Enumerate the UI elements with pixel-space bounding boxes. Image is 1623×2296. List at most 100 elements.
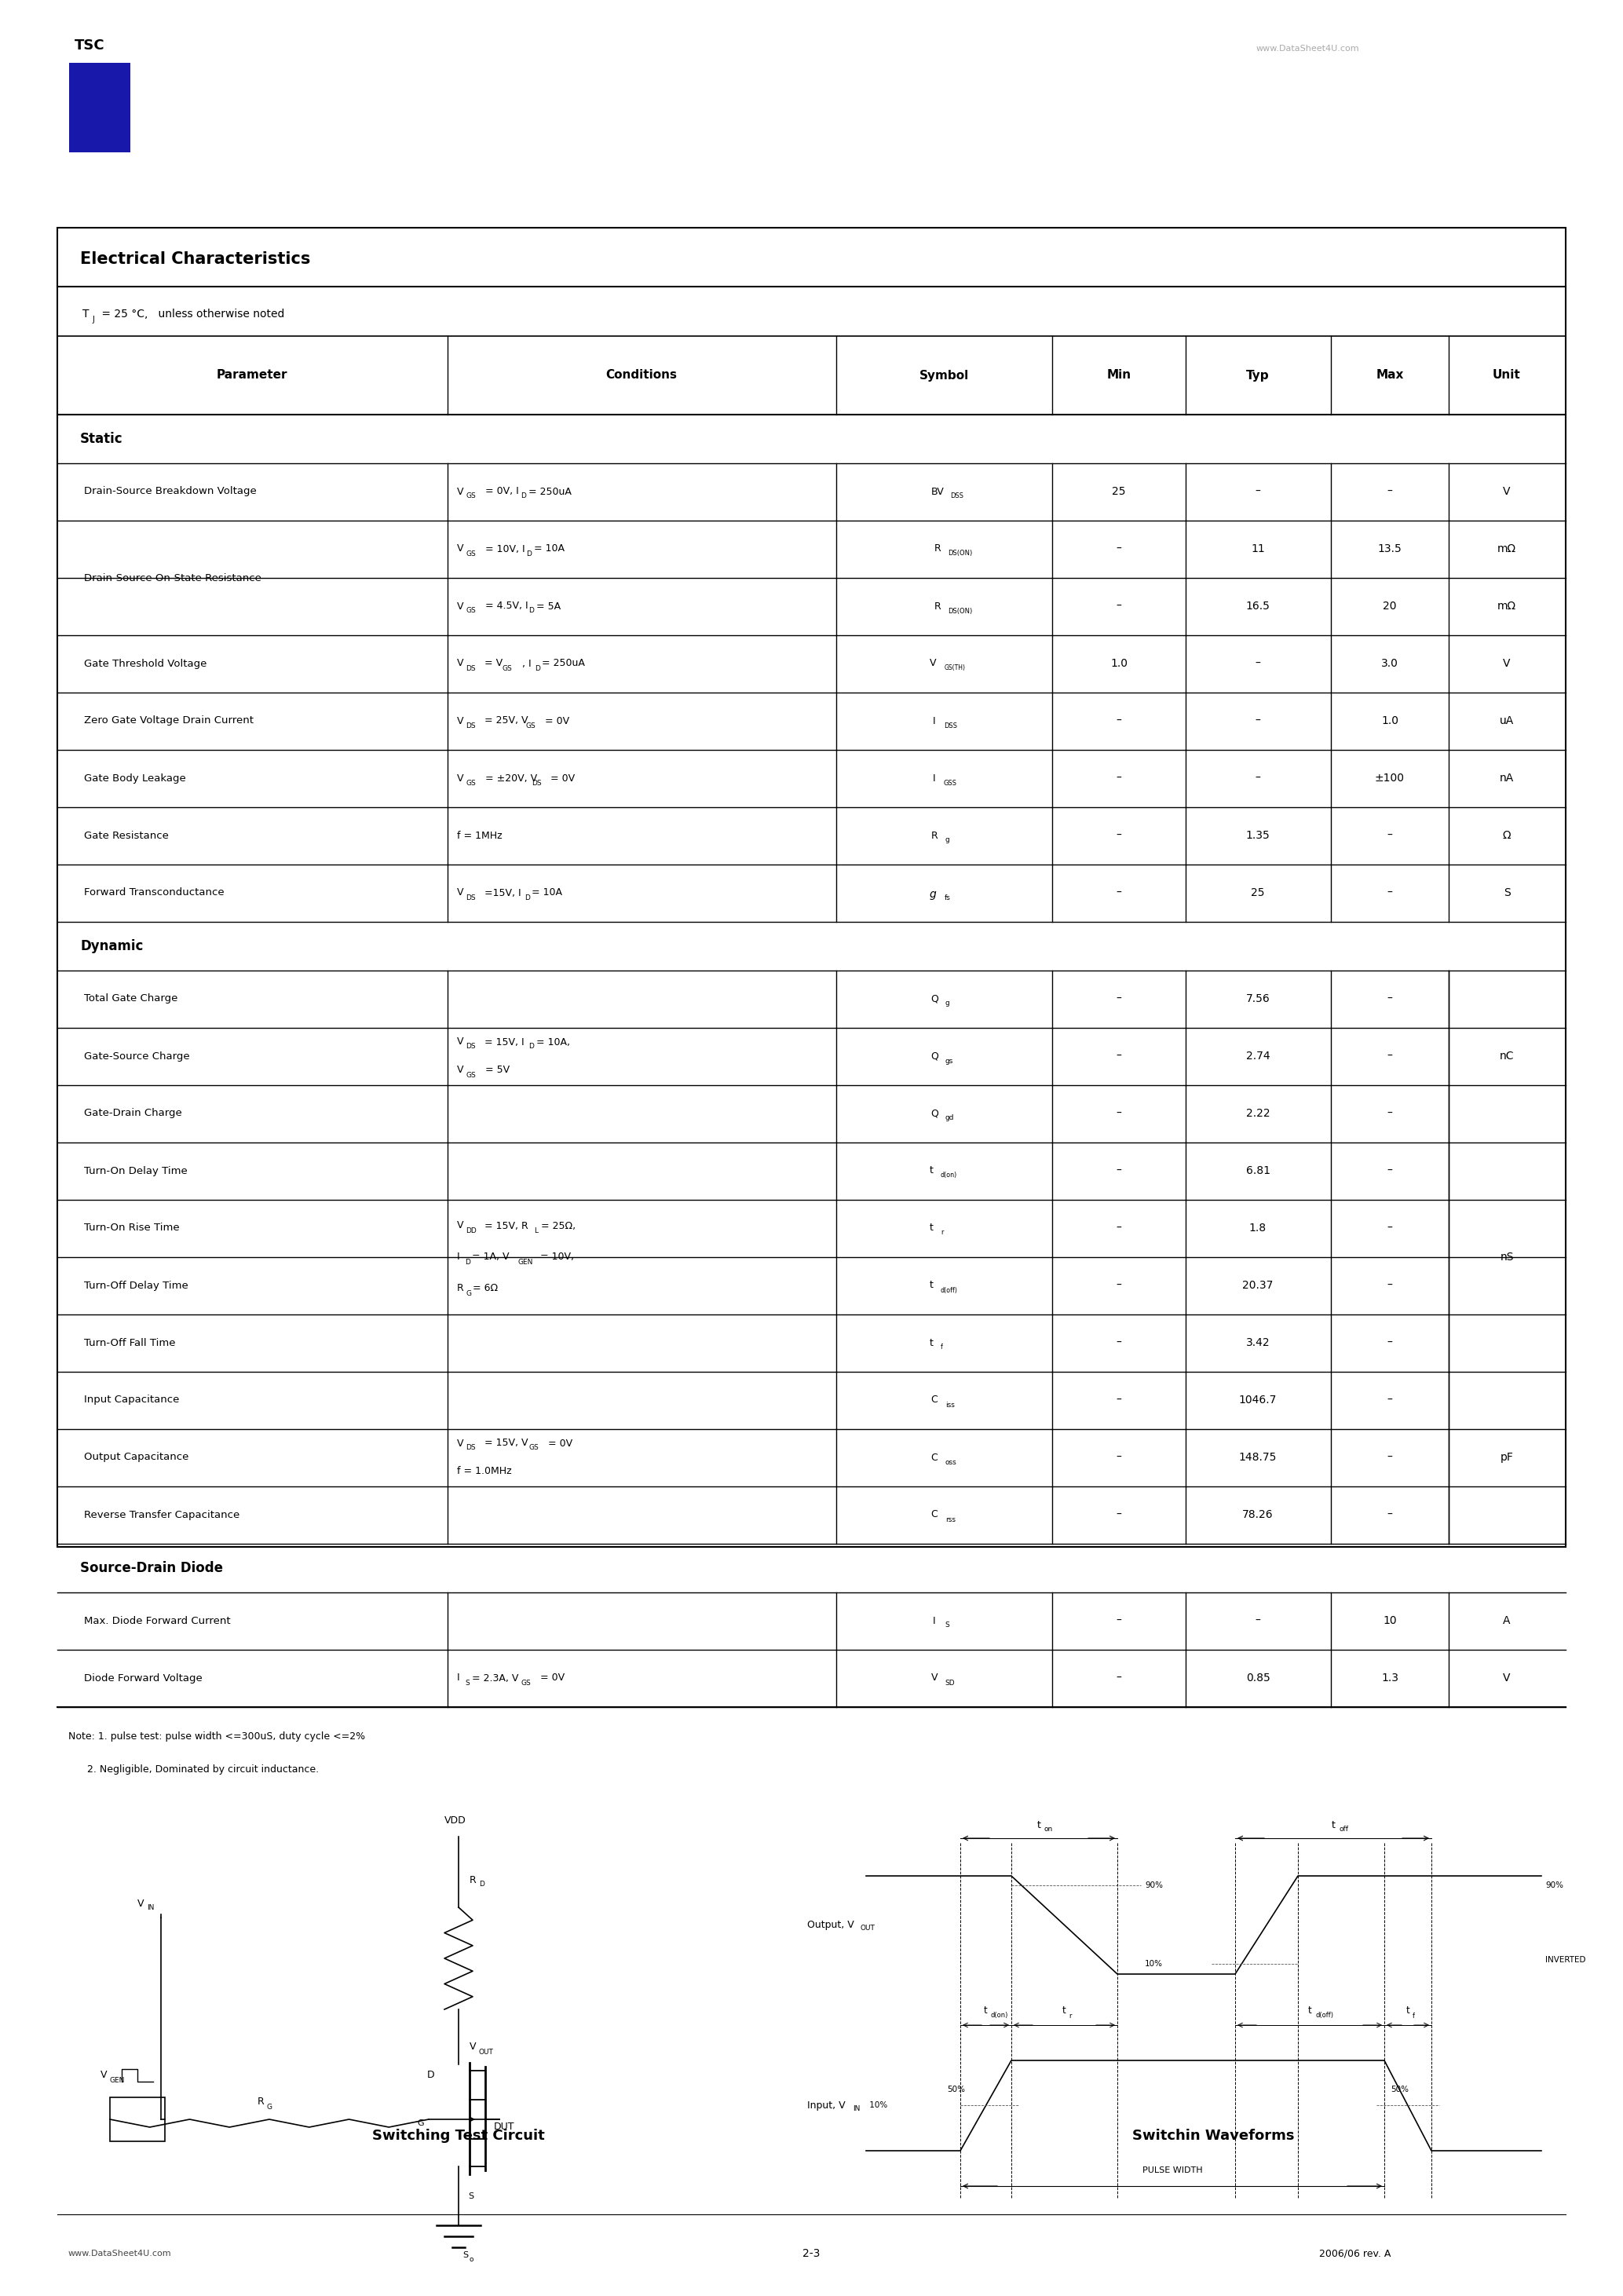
Text: Turn-Off Delay Time: Turn-Off Delay Time (84, 1281, 188, 1290)
Text: Q: Q (930, 1109, 938, 1118)
Text: 2006/06 rev. A: 2006/06 rev. A (1319, 2248, 1391, 2259)
Text: G: G (417, 2119, 424, 2126)
Text: Max. Diode Forward Current: Max. Diode Forward Current (84, 1616, 230, 1626)
Text: –: – (1117, 1394, 1121, 1405)
Text: 50%: 50% (948, 2085, 966, 2094)
Text: nA: nA (1500, 774, 1514, 783)
Text: d(off): d(off) (1315, 2011, 1332, 2018)
Text: Drain-Source On-State Resistance: Drain-Source On-State Resistance (84, 572, 261, 583)
Text: I: I (933, 716, 936, 726)
Text: 7.56: 7.56 (1246, 994, 1269, 1003)
Text: C: C (932, 1396, 938, 1405)
Text: D: D (529, 1042, 534, 1049)
Text: 10%: 10% (1144, 1961, 1162, 1968)
Text: 2.22: 2.22 (1246, 1109, 1269, 1118)
Text: 1.3: 1.3 (1381, 1671, 1399, 1683)
Text: = 15V, R: = 15V, R (485, 1221, 527, 1231)
Text: S: S (467, 2193, 474, 2200)
Text: V: V (458, 602, 464, 611)
Text: V: V (930, 659, 936, 668)
Text: www.DataSheet4U.com: www.DataSheet4U.com (1256, 44, 1360, 53)
Text: 1.0: 1.0 (1381, 716, 1399, 726)
Text: oss: oss (945, 1458, 958, 1465)
Text: t: t (930, 1339, 933, 1348)
Text: Gate Resistance: Gate Resistance (84, 831, 169, 840)
Text: –: – (1117, 994, 1121, 1003)
Bar (70, 62, 78, 92)
Text: GS: GS (466, 1072, 476, 1079)
Text: 13.5: 13.5 (1378, 544, 1402, 553)
Text: DSS: DSS (949, 494, 964, 501)
Text: DD: DD (466, 1226, 477, 1233)
Text: 11: 11 (1251, 544, 1264, 553)
Text: Output, V: Output, V (807, 1919, 854, 1929)
Text: OUT: OUT (860, 1924, 875, 1931)
Text: D: D (464, 1258, 471, 1265)
Text: Q: Q (930, 994, 938, 1003)
Text: GS: GS (521, 1678, 531, 1685)
Text: C: C (932, 1508, 938, 1520)
Text: = 10V, I: = 10V, I (485, 544, 524, 553)
Text: o: o (469, 2257, 472, 2264)
Text: R: R (932, 831, 938, 840)
Text: –: – (1388, 1451, 1393, 1463)
Text: –: – (1255, 716, 1261, 726)
Text: GSS: GSS (945, 778, 958, 788)
Text: t: t (930, 1281, 933, 1290)
Text: –: – (1255, 1614, 1261, 1626)
Text: R: R (458, 1283, 464, 1293)
Text: V: V (458, 774, 464, 783)
Text: t: t (1308, 2007, 1311, 2016)
Text: 148.75: 148.75 (1238, 1451, 1277, 1463)
Text: –: – (1388, 1394, 1393, 1405)
Text: = 250uA: = 250uA (529, 487, 571, 496)
Text: Input, V: Input, V (807, 2101, 846, 2110)
Text: =15V, I: =15V, I (485, 889, 521, 898)
Text: –: – (1117, 1508, 1121, 1520)
Text: Source-Drain Diode: Source-Drain Diode (80, 1561, 222, 1575)
Text: Turn-Off Fall Time: Turn-Off Fall Time (84, 1339, 175, 1348)
Text: Gate-Drain Charge: Gate-Drain Charge (84, 1109, 182, 1118)
Text: IN: IN (852, 2105, 860, 2112)
Text: I: I (933, 1616, 936, 1626)
Text: –: – (1388, 487, 1393, 496)
Text: fs: fs (945, 895, 951, 902)
Text: GS: GS (503, 666, 513, 673)
Text: –: – (1117, 1671, 1121, 1683)
Text: R: R (935, 602, 941, 611)
Text: = 4.5V, I: = 4.5V, I (485, 602, 527, 611)
Text: f = 1MHz: f = 1MHz (458, 831, 502, 840)
Text: –: – (1388, 994, 1393, 1003)
Text: g: g (930, 889, 936, 900)
Text: V: V (138, 1899, 144, 1908)
Text: DSS: DSS (945, 721, 958, 730)
Text: –: – (1117, 1221, 1121, 1233)
Text: –: – (1117, 1451, 1121, 1463)
Text: = 6Ω: = 6Ω (472, 1283, 498, 1293)
Text: –: – (1117, 1166, 1121, 1176)
Text: , I: , I (523, 659, 531, 668)
Text: Ω: Ω (1503, 829, 1511, 840)
Text: t: t (1037, 1821, 1040, 1830)
Text: 50%: 50% (1391, 2085, 1409, 2094)
Text: = 25V, V: = 25V, V (485, 716, 527, 726)
Text: www.DataSheet4U.com: www.DataSheet4U.com (68, 2250, 172, 2257)
Text: –: – (1388, 1109, 1393, 1118)
Text: –: – (1117, 829, 1121, 840)
Text: Gate Threshold Voltage: Gate Threshold Voltage (84, 659, 206, 668)
Text: –: – (1388, 1279, 1393, 1290)
Text: –: – (1388, 1221, 1393, 1233)
Text: –: – (1117, 602, 1121, 611)
Text: R: R (258, 2096, 265, 2108)
Text: V: V (1503, 487, 1511, 496)
Text: –: – (1388, 886, 1393, 898)
Text: gd: gd (945, 1114, 954, 1123)
Text: –: – (1117, 1336, 1121, 1348)
Text: DS: DS (466, 666, 476, 673)
Text: IN: IN (146, 1906, 154, 1913)
Text: Electrical Characteristics: Electrical Characteristics (80, 250, 310, 266)
Text: Dynamic: Dynamic (80, 939, 143, 953)
Text: nC: nC (1500, 1052, 1514, 1061)
Text: g: g (945, 836, 949, 843)
Text: G: G (466, 1290, 471, 1297)
